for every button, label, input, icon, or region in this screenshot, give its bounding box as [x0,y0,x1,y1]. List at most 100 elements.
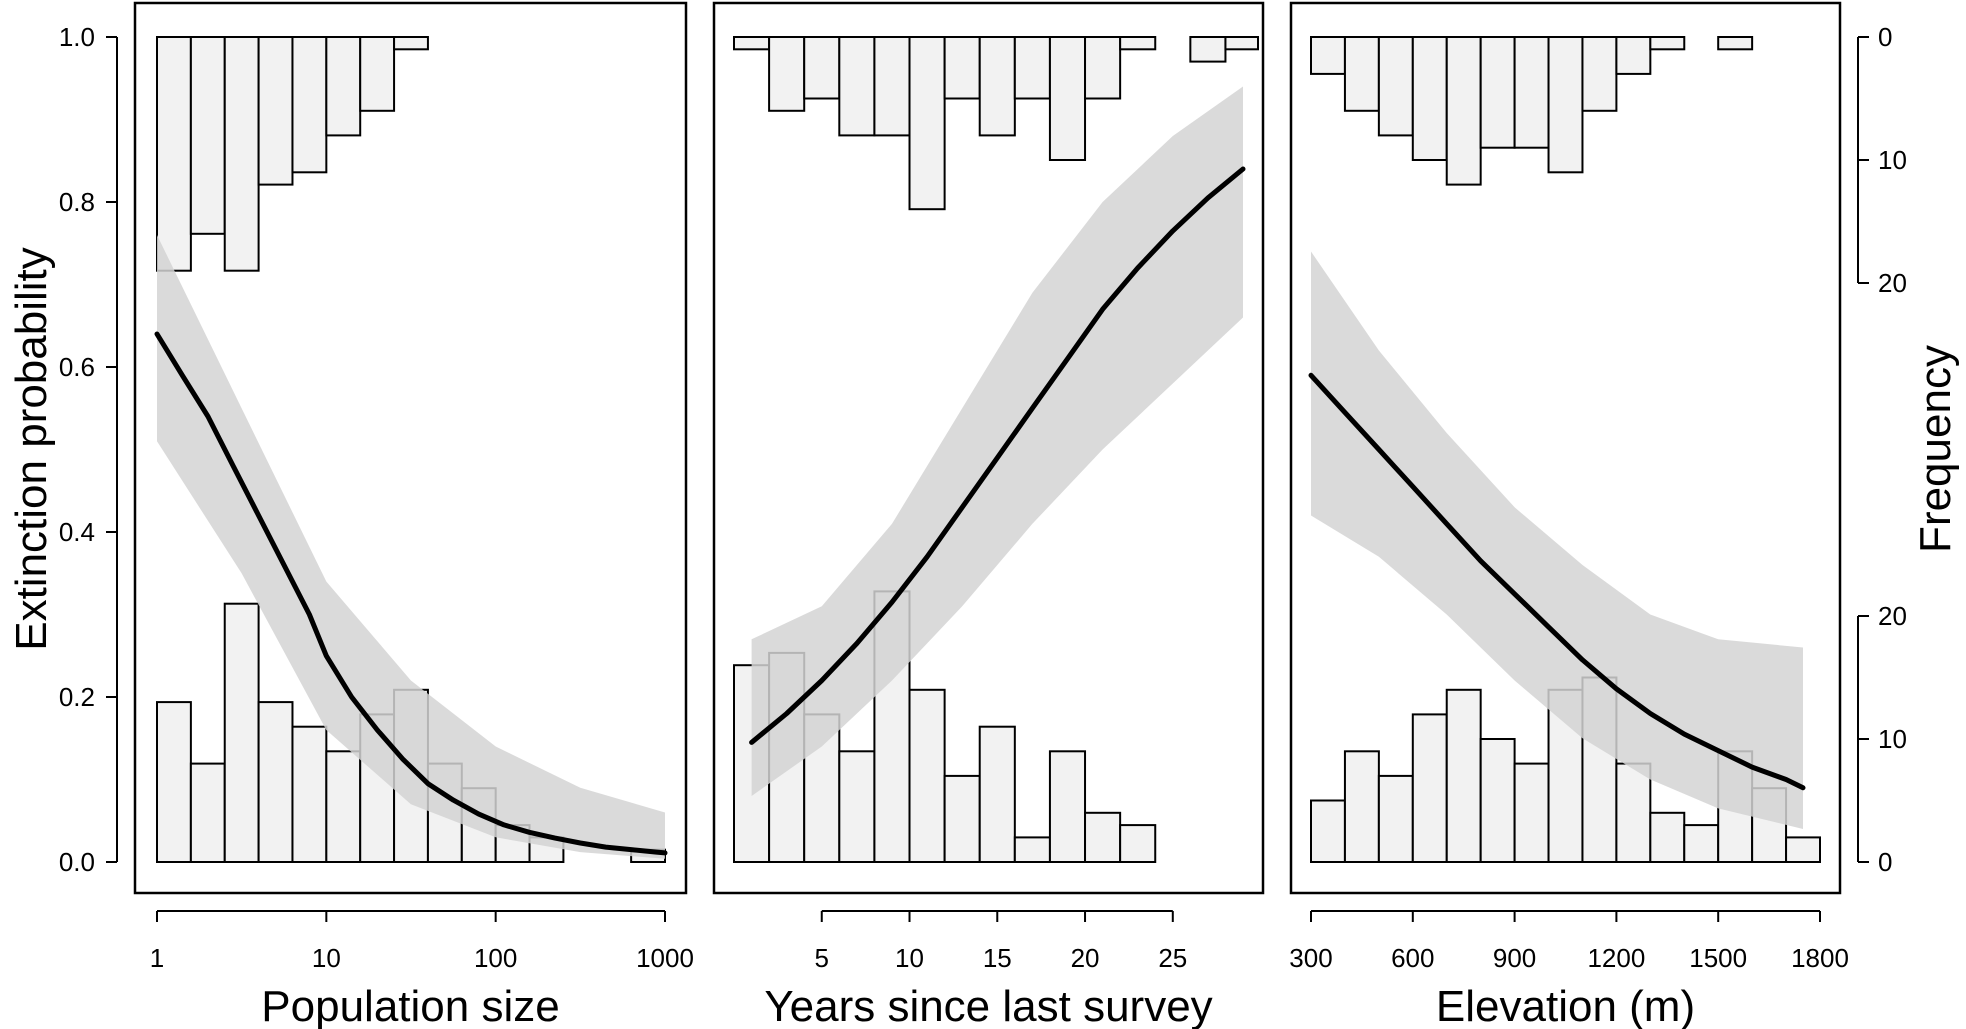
hist-bar-top [1189,36,1227,63]
hist-bar-top [1310,36,1346,75]
fitted-curve-years [749,166,1246,745]
x-tick-label: 900 [1493,943,1536,973]
hist-bar-bottom [1479,738,1516,863]
hist-bar-top [1479,36,1516,149]
hist-bar-top [1717,36,1754,51]
x-axis-label: Elevation (m) [1436,982,1695,1029]
hist-bar-bottom [189,762,226,863]
panel-years: 5 10 15 20 25 Years since last survey [712,1,1265,1029]
y-tick-label: 0.8 [59,187,95,217]
x-tick-label: 15 [983,943,1012,973]
hist-bar-top [978,36,1016,137]
y-axis-right-label: Frequency [1911,345,1960,553]
hist-bar-top [733,36,771,51]
hist-bar-top [1547,36,1584,174]
y-tick-label: 0.6 [59,352,95,382]
y-axis-right: 0 10 20 0 10 20 [1857,22,1907,877]
freq-tick-label: 20 [1878,601,1907,631]
hist-bar-bottom [1377,774,1414,864]
hist-bar-bottom [943,774,981,864]
hist-bar-top [1581,36,1618,112]
hist-bar-top [873,36,911,137]
freq-tick-label: 10 [1878,724,1907,754]
hist-bar-top [393,36,429,51]
hist-bar-top [1084,36,1122,100]
fitted-curve-elevation [1308,372,1806,791]
freq-tick-label: 10 [1878,145,1907,175]
hist-bar-top [803,36,841,100]
hist-bar-bottom [325,750,362,863]
y-tick-label: 0.0 [59,847,95,877]
hist-bar-top [1411,36,1448,161]
hist-bar-top [359,36,396,112]
hist-bar-top [1048,36,1087,161]
hist-bar-bottom [1411,713,1448,864]
x-tick-label: 1 [150,943,164,973]
hist-bar-bottom [156,701,192,863]
hist-bar-bottom [257,701,294,863]
x-tick-label: 1800 [1791,943,1849,973]
hist-bottom-years [733,590,1157,864]
y-axis-label: Extinction probability [7,247,56,651]
x-tick-label: 600 [1391,943,1434,973]
hist-bar-top [908,36,946,211]
panel-frame-population [133,1,688,895]
x-tick-label: 5 [815,943,829,973]
x-tick-label: 25 [1158,943,1187,973]
hist-bar-bottom [1445,688,1482,863]
panel-frame-years [712,1,1265,895]
x-axis-label: Population size [261,982,559,1029]
hist-bar-top [1445,36,1482,186]
x-axis-years: 5 10 15 20 25 Years since last survey [764,910,1213,1029]
hist-bar-bottom [1513,762,1550,863]
hist-bar-top [1615,36,1652,75]
hist-bar-top [291,36,328,174]
hist-bar-top [325,36,362,137]
panels: 1 10 100 1000 Population size 5 10 15 20 25 Years … [133,1,1849,1029]
hist-bar-bottom [223,602,260,863]
x-tick-label: 20 [1071,943,1100,973]
hist-bar-bottom [1013,836,1051,864]
hist-bar-bottom [978,725,1016,864]
hist-bar-top [1224,36,1259,51]
hist-top-elevation [1310,36,1754,186]
hist-top-population [156,36,429,272]
confidence-band-population [157,235,665,859]
hist-bar-bottom [1683,824,1720,863]
confidence-band-elevation [1311,251,1803,829]
y-axis-left: 0.0 0.2 0.4 0.6 0.8 1.0 [59,22,118,877]
hist-bar-bottom [1785,836,1821,864]
hist-bar-top [1377,36,1414,137]
confidence-band-years [751,86,1243,796]
panel-elevation: 300 600 900 1200 1500 1800 Elevation (m) [1289,1,1849,1029]
hist-bar-bottom [838,750,876,863]
hist-bar-bottom [1048,750,1087,863]
hist-bar-top [1649,36,1686,51]
hist-bar-bottom [1084,811,1122,863]
hist-bar-bottom [1615,762,1652,863]
x-tick-label: 10 [895,943,924,973]
hist-bar-top [189,36,226,235]
hist-bar-top [1013,36,1051,100]
hist-bar-top [838,36,876,137]
x-tick-label: 10 [312,943,341,973]
hist-bar-bottom [291,725,328,864]
x-axis-population: 1 10 100 1000 Population size [150,910,694,1029]
y-tick-label: 0.4 [59,517,95,547]
x-tick-label: 1500 [1689,943,1747,973]
hist-bar-top [257,36,294,186]
freq-tick-label: 0 [1878,847,1892,877]
freq-tick-label: 0 [1878,22,1892,52]
x-tick-label: 1200 [1587,943,1645,973]
hist-bar-top [1119,36,1157,51]
y-tick-label: 0.2 [59,682,95,712]
hist-bar-bottom [1119,824,1157,863]
hist-bar-top [1513,36,1550,149]
hist-bar-top [156,36,192,272]
hist-bar-top [1343,36,1380,112]
hist-bar-bottom [908,688,946,863]
x-tick-label: 300 [1289,943,1332,973]
hist-bar-bottom [1310,799,1346,863]
x-axis-label: Years since last survey [764,982,1212,1029]
